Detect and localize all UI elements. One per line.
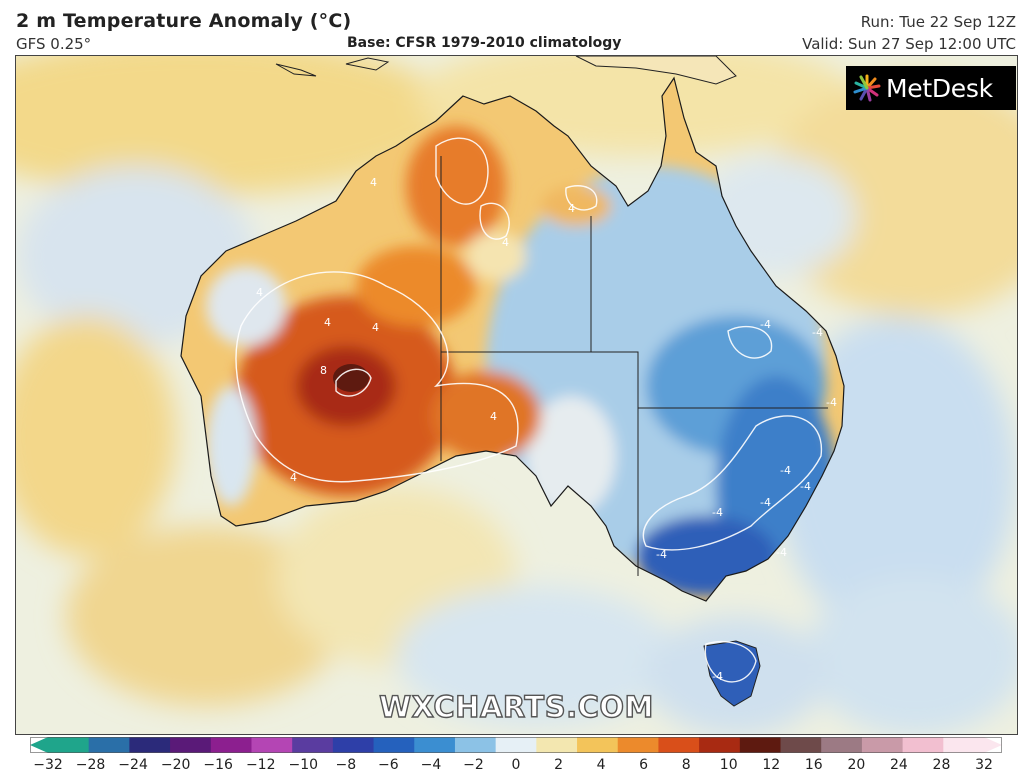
- colorbar-segment: [373, 737, 415, 753]
- anomaly-map: 8 4 4 4 4 4 4 4 4 -4 -4 -4 -4 -4 -4 -4 -…: [15, 55, 1018, 735]
- colorbar-segment: [129, 737, 171, 753]
- colorbar-tick-label: −2: [463, 757, 484, 773]
- colorbar-left-arrow: [30, 737, 48, 753]
- colorbar-tick-label: 2: [554, 757, 563, 773]
- contour-label: -4: [712, 506, 723, 519]
- colorbar-tick-label: 0: [511, 757, 521, 773]
- colorbar-tick-label: −6: [378, 757, 399, 773]
- colorbar-tick-label: 28: [932, 757, 951, 773]
- colorbar-tick-labels: −32 −28 −24 −20 −16 −12 −10 −8 −6 −4 −2 0 2 4 6 8 10 12 16…: [0, 757, 1024, 779]
- chart-title: 2 m Temperature Anomaly (°C): [16, 10, 352, 32]
- contour-label: -4: [780, 464, 791, 477]
- contour-label: 4: [370, 176, 377, 189]
- colorbar-tick-label: 16: [804, 757, 823, 773]
- colorbar-segment: [699, 737, 741, 753]
- colorbar-segment: [454, 737, 497, 753]
- colorbar-segment: [495, 737, 537, 753]
- anomaly-map-canvas: 8 4 4 4 4 4 4 4 4 -4 -4 -4 -4 -4 -4 -4 -…: [16, 56, 1017, 734]
- colorbar-tick-label: 4: [596, 757, 606, 773]
- metdesk-logo-text: MetDesk: [886, 73, 993, 103]
- contour-label: -4: [712, 670, 723, 683]
- contour-label: -4: [760, 496, 771, 509]
- colorbar-tick-label: 32: [975, 757, 993, 773]
- model-label: GFS 0.25°: [16, 35, 92, 53]
- metdesk-logo: MetDesk: [846, 66, 1016, 110]
- wxcharts-watermark: WXCHARTS.COM: [378, 689, 654, 724]
- contour-label: 4: [568, 202, 575, 215]
- contour-label: 4: [372, 321, 379, 334]
- colorbar-tick-label: 12: [762, 757, 781, 773]
- colorbar-tick-label: −24: [118, 757, 148, 773]
- colorbar-tick-label: 20: [847, 757, 866, 773]
- colorbar-segment: [536, 737, 578, 753]
- colorbar-segment: [902, 737, 944, 753]
- colorbar-segment: [861, 737, 904, 753]
- colorbar-segment: [780, 737, 822, 753]
- colorbar-segment: [414, 737, 456, 753]
- metdesk-star-icon: [853, 74, 881, 102]
- contour-label: -4: [812, 326, 823, 339]
- colorbar-segment: [943, 737, 985, 753]
- colorbar: [30, 737, 1002, 753]
- colorbar-segment: [292, 737, 334, 753]
- colorbar-tick-label: 24: [889, 757, 908, 773]
- contour-label: 4: [324, 316, 331, 329]
- colorbar-tick-label: −28: [75, 757, 106, 773]
- colorbar-tick-label: −32: [33, 757, 63, 773]
- valid-time-label: Valid: Sun 27 Sep 12:00 UTC: [802, 35, 1016, 53]
- colorbar-segment: [48, 737, 90, 753]
- colorbar-tick-label: −20: [160, 757, 191, 773]
- colorbar-segment: [251, 737, 293, 753]
- contour-label: 4: [290, 471, 297, 484]
- contour-label: -4: [826, 396, 837, 409]
- colorbar-tick-label: −4: [420, 757, 442, 773]
- contour-label: -4: [800, 480, 811, 493]
- colorbar-segment: [821, 737, 863, 753]
- colorbar-tick-label: 8: [681, 757, 691, 773]
- colorbar-segment: [332, 737, 375, 753]
- colorbar-segment: [658, 737, 700, 753]
- contour-label: 4: [502, 236, 509, 249]
- run-time-label: Run: Tue 22 Sep 12Z: [860, 13, 1016, 31]
- colorbar-tick-label: −16: [203, 757, 233, 773]
- contour-label: -4: [776, 546, 787, 559]
- contour-label: 8: [320, 364, 327, 377]
- contour-label: 4: [490, 410, 497, 423]
- colorbar-segment: [170, 737, 212, 753]
- colorbar-segment: [739, 737, 782, 753]
- climatology-base-label: Base: CFSR 1979-2010 climatology: [347, 35, 622, 51]
- colorbar-segment: [88, 737, 130, 753]
- colorbar-segment: [577, 737, 619, 753]
- colorbar-tick-label: −10: [288, 757, 319, 773]
- colorbar-tick-label: −12: [245, 757, 276, 773]
- colorbar-tick-label: 6: [639, 757, 649, 773]
- colorbar-tick-label: 10: [719, 757, 738, 773]
- colorbar-right-arrow: [984, 737, 1002, 753]
- contour-label: -4: [656, 548, 667, 561]
- colorbar-segment: [210, 737, 252, 753]
- contour-label: -4: [760, 318, 771, 331]
- colorbar-tick-label: −8: [335, 757, 357, 773]
- colorbar-segment: [617, 737, 659, 753]
- contour-label: 4: [256, 286, 263, 299]
